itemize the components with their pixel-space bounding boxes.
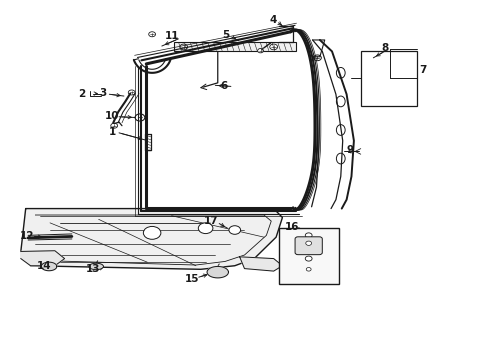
Text: 13: 13 [85,264,100,274]
Text: 12: 12 [20,231,34,241]
Circle shape [305,233,311,238]
Text: 17: 17 [203,216,218,226]
Ellipse shape [336,96,345,107]
Text: 7: 7 [419,65,426,75]
Text: 8: 8 [380,43,387,53]
Ellipse shape [336,153,345,164]
Ellipse shape [336,125,345,135]
Circle shape [198,223,212,234]
Circle shape [143,226,161,239]
Text: 15: 15 [184,274,199,284]
Circle shape [111,123,117,128]
Polygon shape [207,266,228,278]
Text: 3: 3 [99,88,106,98]
Text: 10: 10 [105,111,119,121]
Text: 16: 16 [285,222,299,232]
Circle shape [305,267,310,271]
Circle shape [305,241,311,246]
Bar [278,228,339,284]
Polygon shape [21,251,64,266]
Text: 2: 2 [78,89,85,99]
Bar [174,42,295,51]
Circle shape [269,44,277,50]
Ellipse shape [336,67,345,78]
Circle shape [305,256,311,261]
Polygon shape [41,262,57,271]
Circle shape [228,226,240,234]
Circle shape [313,55,321,61]
Ellipse shape [89,263,103,270]
Polygon shape [21,208,282,269]
Text: 9: 9 [346,145,353,155]
Text: 4: 4 [268,15,276,25]
Text: 14: 14 [37,261,51,271]
Circle shape [257,49,263,53]
Bar [361,51,416,106]
Circle shape [148,32,155,37]
FancyBboxPatch shape [294,237,322,255]
Text: 11: 11 [165,31,180,41]
Text: 6: 6 [220,81,227,91]
Text: 5: 5 [222,30,229,40]
Circle shape [128,90,135,95]
Text: 1: 1 [108,127,116,137]
Circle shape [135,114,144,121]
Polygon shape [239,257,282,271]
Circle shape [180,44,187,50]
